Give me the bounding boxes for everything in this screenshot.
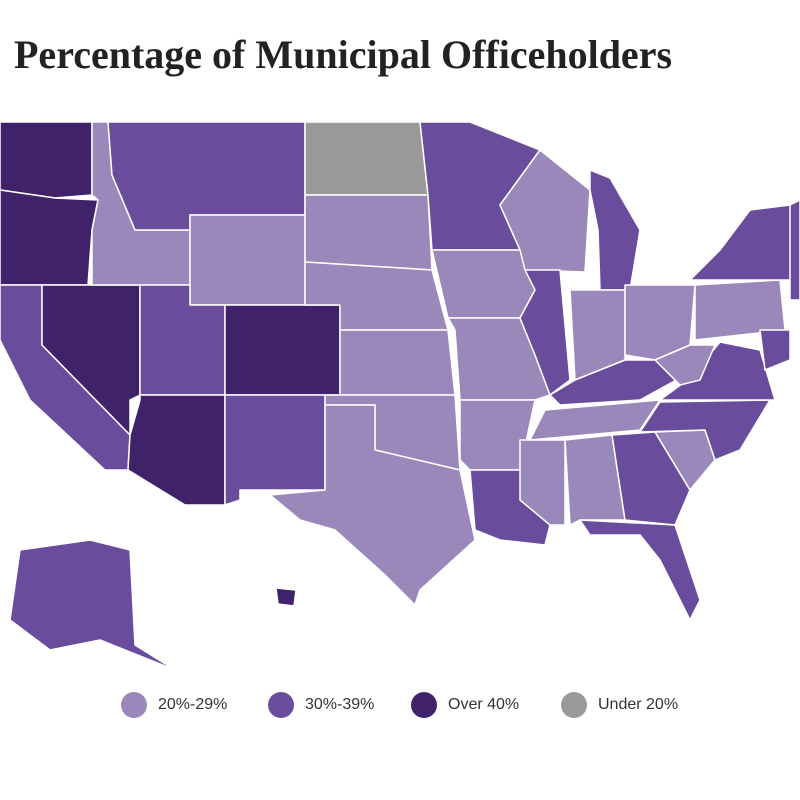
legend-swatch — [121, 692, 147, 718]
state — [224, 394, 326, 506]
state — [519, 269, 571, 396]
state — [0, 189, 99, 286]
legend-label: 30%-39% — [305, 696, 374, 713]
state-layer — [0, 121, 800, 671]
state — [127, 394, 226, 506]
state — [499, 149, 591, 273]
state — [304, 121, 429, 196]
legend-swatch — [411, 692, 437, 718]
state — [654, 344, 716, 386]
legend-swatch — [268, 692, 294, 718]
state — [269, 404, 476, 606]
state — [0, 121, 93, 199]
state — [339, 329, 456, 396]
state — [589, 169, 641, 291]
state — [639, 399, 771, 461]
legend-label: Under 20% — [598, 696, 678, 713]
state — [519, 439, 566, 526]
state — [759, 329, 791, 371]
state — [689, 204, 800, 281]
state — [275, 587, 297, 607]
state — [107, 121, 306, 231]
state — [789, 199, 800, 301]
state — [9, 539, 176, 671]
state — [579, 519, 701, 621]
map-title: Percentage of Municipal Officeholders — [14, 32, 672, 77]
state — [189, 214, 306, 306]
state — [431, 249, 536, 319]
state — [304, 194, 433, 271]
state — [529, 399, 661, 441]
state — [224, 304, 341, 396]
legend-label: 20%-29% — [158, 696, 227, 713]
legend-label: Over 40% — [448, 696, 519, 713]
legend-swatch — [561, 692, 587, 718]
legend: 20%-29% 30%-39% Over 40% Under 20% — [121, 692, 678, 718]
state — [564, 434, 626, 526]
